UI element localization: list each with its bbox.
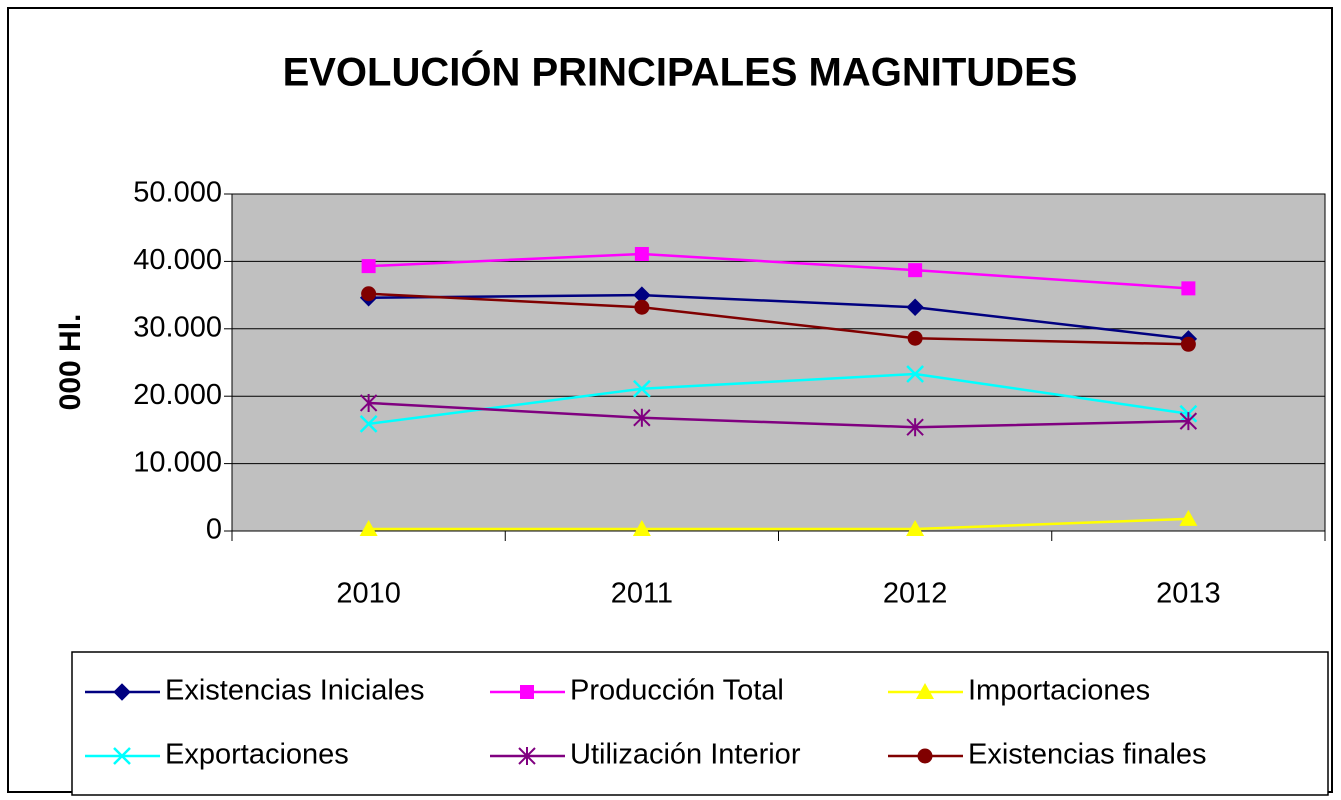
- data-point: [634, 246, 649, 261]
- y-tick-label: 20.000: [133, 379, 222, 411]
- legend-marker: [113, 747, 131, 765]
- series-line: [368, 372, 1189, 426]
- data-point: [908, 263, 923, 278]
- legend-label: Utilización Interior: [570, 739, 801, 771]
- y-tick-label: 50.000: [133, 177, 222, 209]
- legend-marker: [520, 685, 534, 699]
- legend-marker: [113, 683, 131, 701]
- series-line: [368, 401, 1189, 429]
- legend-marker: [518, 747, 536, 765]
- data-point: [633, 408, 651, 427]
- x-tick-label: 2010: [336, 578, 401, 610]
- y-axis-label: 000 Hl.: [54, 314, 87, 411]
- data-point: [632, 379, 651, 398]
- plot-area: [231, 193, 1326, 532]
- data-point: [1181, 281, 1196, 296]
- x-tick-label: 2011: [611, 578, 673, 610]
- legend-label: Importaciones: [968, 675, 1150, 707]
- x-tick-label: 2012: [883, 578, 948, 610]
- series-line: [368, 293, 1189, 341]
- data-point: [359, 414, 378, 433]
- legend-label: Producción Total: [570, 675, 784, 707]
- data-point: [906, 519, 925, 536]
- series-line: [368, 517, 1189, 531]
- data-point: [359, 393, 378, 412]
- data-point: [906, 298, 924, 316]
- data-point: [632, 519, 651, 536]
- y-tick-label: 30.000: [133, 311, 222, 343]
- legend-marker: [916, 683, 934, 699]
- data-point: [359, 519, 378, 536]
- legend-box: [71, 651, 1329, 796]
- x-tick-label: 2013: [1156, 578, 1221, 610]
- data-point: [906, 365, 925, 383]
- series-line: [368, 252, 1189, 290]
- data-point: [361, 286, 377, 302]
- data-point: [907, 330, 923, 346]
- y-tick-label: 10.000: [133, 446, 222, 478]
- legend-marker: [917, 748, 933, 764]
- legend-label: Existencias finales: [968, 739, 1207, 771]
- legend-label: Existencias Iniciales: [165, 675, 425, 707]
- data-point: [634, 299, 650, 315]
- data-point: [361, 259, 376, 274]
- chart-title: EVOLUCIÓN PRINCIPALES MAGNITUDES: [283, 49, 1078, 95]
- data-point: [1180, 336, 1196, 352]
- data-point: [1179, 412, 1198, 431]
- legend-label: Exportaciones: [165, 739, 349, 771]
- y-tick-label: 0: [206, 514, 222, 546]
- series-line: [368, 292, 1189, 346]
- y-tick-label: 40.000: [133, 244, 222, 276]
- data-point: [1179, 509, 1198, 526]
- data-point: [906, 418, 924, 437]
